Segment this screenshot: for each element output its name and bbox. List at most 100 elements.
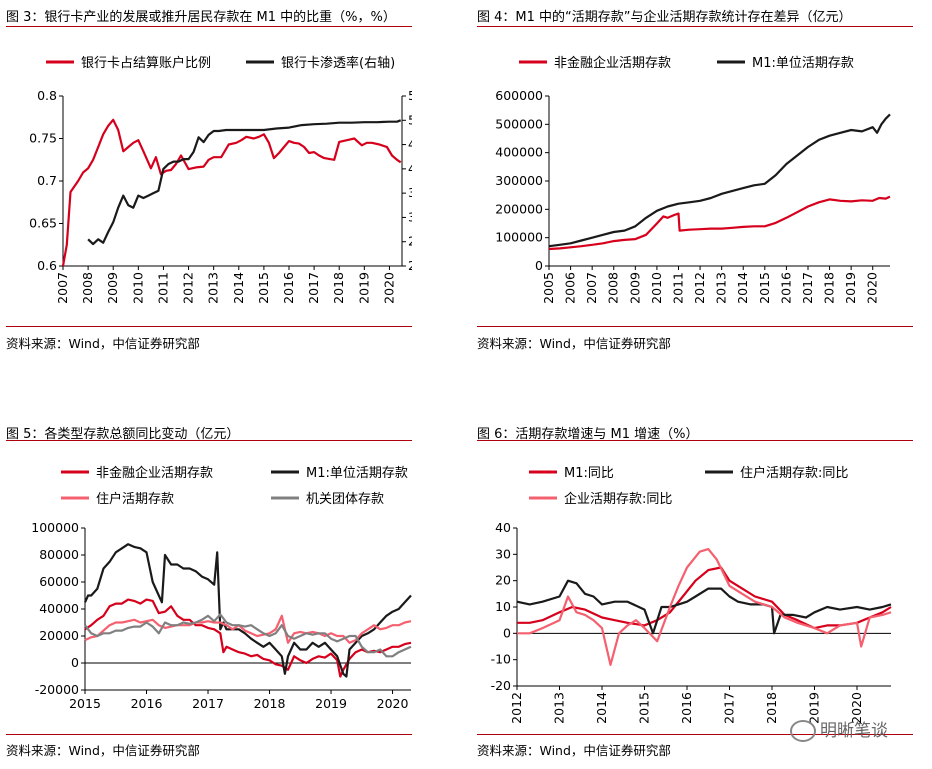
chart-fig6: -20 -10 0 10 20 30 40 2012 2013 2014 2015 2016 2017 2… (491, 465, 892, 724)
y2-tick-label: 35 (408, 185, 412, 200)
series-line (84, 613, 412, 658)
x-tick-label: 2018 (331, 272, 346, 304)
x-tick-label: 2014 (735, 272, 750, 304)
series-line (517, 547, 892, 666)
y2-tick-label: 55 (408, 88, 412, 103)
x-tick-label: 2013 (552, 692, 567, 724)
x-tick-label: 2020 (865, 272, 880, 304)
y-tick-label: -20000 (35, 682, 79, 697)
panel-fig4: 图 4：M1 中的“活期存款”与企业活期存款统计存在差异（亿元） 0 100000… (477, 6, 913, 356)
legend-label: 企业活期存款:同比 (564, 491, 672, 507)
x-tick-label: 2018 (764, 692, 779, 724)
x-tick-label: 2013 (714, 272, 729, 304)
y-tick-label: 80000 (39, 547, 79, 562)
panel-fig6: 图 6：活期存款增速与 M1 增速（%） -20 -10 0 10 20 30 40 2012… (477, 423, 913, 768)
source-note: 资料来源：Wind，中信证券研究部 (6, 336, 200, 351)
x-tick-label: 2009 (105, 272, 120, 304)
legend-label: 银行卡渗透率(右轴) (281, 55, 395, 71)
y-tick-label: 200000 (495, 201, 543, 216)
x-tick-label: 2011 (155, 272, 170, 304)
x-tick-label: 2019 (356, 272, 371, 304)
x-tick-label: 2007 (55, 272, 70, 304)
series-line (84, 598, 412, 678)
x-tick-label: 2011 (670, 272, 685, 304)
source-rule (477, 326, 913, 327)
x-tick-label: 2013 (206, 272, 221, 304)
y-tick-label: 400000 (495, 145, 543, 160)
source-rule (477, 734, 913, 735)
x-tick-label: 2017 (192, 696, 224, 711)
x-tick-label: 2008 (606, 272, 621, 304)
x-tick-label: 2016 (131, 696, 163, 711)
y-tick-label: 10 (495, 599, 511, 614)
legend-label: M1:单位活期存款 (306, 466, 408, 481)
x-tick-label: 2020 (377, 696, 409, 711)
series-line (87, 119, 402, 246)
x-tick-label: 2017 (722, 692, 737, 724)
title-rule (477, 26, 913, 27)
y2-tick-label: 50 (408, 112, 412, 127)
source-rule (6, 734, 412, 735)
x-tick-label: 2014 (231, 272, 246, 304)
x-tick-label: 2005 (541, 272, 556, 304)
panel-fig3: 图 3：银行卡产业的发展或推升居民存款在 M1 中的比重（%，%） 0.6 0.6… (6, 6, 412, 356)
series-line (548, 113, 891, 248)
y-tick-label: 0 (535, 258, 543, 273)
source-note: 资料来源：Wind，中信证券研究部 (6, 743, 200, 758)
legend-label: 银行卡占结算账户比例 (81, 55, 211, 71)
source-rule (6, 326, 412, 327)
legend-label: 住户活期存款:同比 (740, 465, 848, 481)
legend-label: 机关团体存款 (306, 492, 384, 507)
title-rule (6, 26, 412, 27)
x-tick-label: 2019 (315, 696, 347, 711)
y2-tick-label: 30 (408, 209, 412, 224)
y2-tick-label: 45 (408, 137, 412, 152)
legend-label: M1:单位活期存款 (752, 56, 854, 71)
y-tick-label: 100000 (31, 520, 79, 535)
x-tick-label: 2007 (584, 272, 599, 304)
legend-label: M1:同比 (564, 466, 614, 481)
legend-label: 非金融企业活期存款 (96, 465, 213, 481)
y-tick-label: 20 (495, 573, 511, 588)
y2-tick-label: 20 (408, 258, 412, 273)
x-tick-label: 2012 (181, 272, 196, 304)
legend-label: 非金融企业活期存款 (554, 55, 671, 71)
y-tick-label: 60000 (39, 574, 79, 589)
x-tick-label: 2018 (254, 696, 286, 711)
wechat-icon (790, 720, 816, 742)
y-tick-label: -10 (491, 652, 511, 667)
x-tick-label: 2009 (627, 272, 642, 304)
series-line (61, 118, 402, 267)
y-tick-label: 40 (495, 520, 511, 535)
x-tick-label: 2016 (679, 692, 694, 724)
title-rule (477, 440, 913, 441)
x-tick-label: 2016 (281, 272, 296, 304)
y-tick-label: 500000 (495, 116, 543, 131)
x-tick-label: 2018 (822, 272, 837, 304)
y-tick-label: 300000 (495, 173, 543, 188)
x-tick-label: 2015 (256, 272, 271, 304)
y-tick-label: 100000 (495, 230, 543, 245)
x-tick-label: 2015 (637, 692, 652, 724)
y2-tick-label: 40 (408, 161, 412, 176)
y-tick-label: 0.6 (37, 258, 57, 273)
legend-label: 住户活期存款 (96, 491, 174, 507)
figure-title: 图 6：活期存款增速与 M1 增速（%） (477, 427, 699, 442)
figure-title: 图 3：银行卡产业的发展或推升居民存款在 M1 中的比重（%，%） (6, 10, 396, 25)
y-tick-label: 600000 (495, 88, 543, 103)
chart-fig4: 0 100000 200000 300000 400000 500000 600000 200… (495, 55, 891, 304)
figure-title: 图 5：各类型存款总额同比变动（亿元） (6, 427, 240, 442)
source-note: 资料来源：Wind，中信证券研究部 (477, 336, 671, 351)
series-line (516, 579, 892, 635)
watermark: 明晰笔谈 (790, 716, 888, 742)
title-rule (6, 440, 412, 441)
series-line (83, 543, 412, 678)
x-tick-label: 2017 (800, 272, 815, 304)
y-tick-label: 30 (495, 546, 511, 561)
y-tick-label: 0.8 (37, 88, 57, 103)
y-tick-label: 0 (71, 655, 79, 670)
series-line (517, 566, 892, 630)
x-tick-label: 2017 (306, 272, 321, 304)
chart-fig5: -20000 0 20000 40000 60000 80000 100000 2015 201… (31, 465, 412, 711)
x-tick-label: 2010 (649, 272, 664, 304)
